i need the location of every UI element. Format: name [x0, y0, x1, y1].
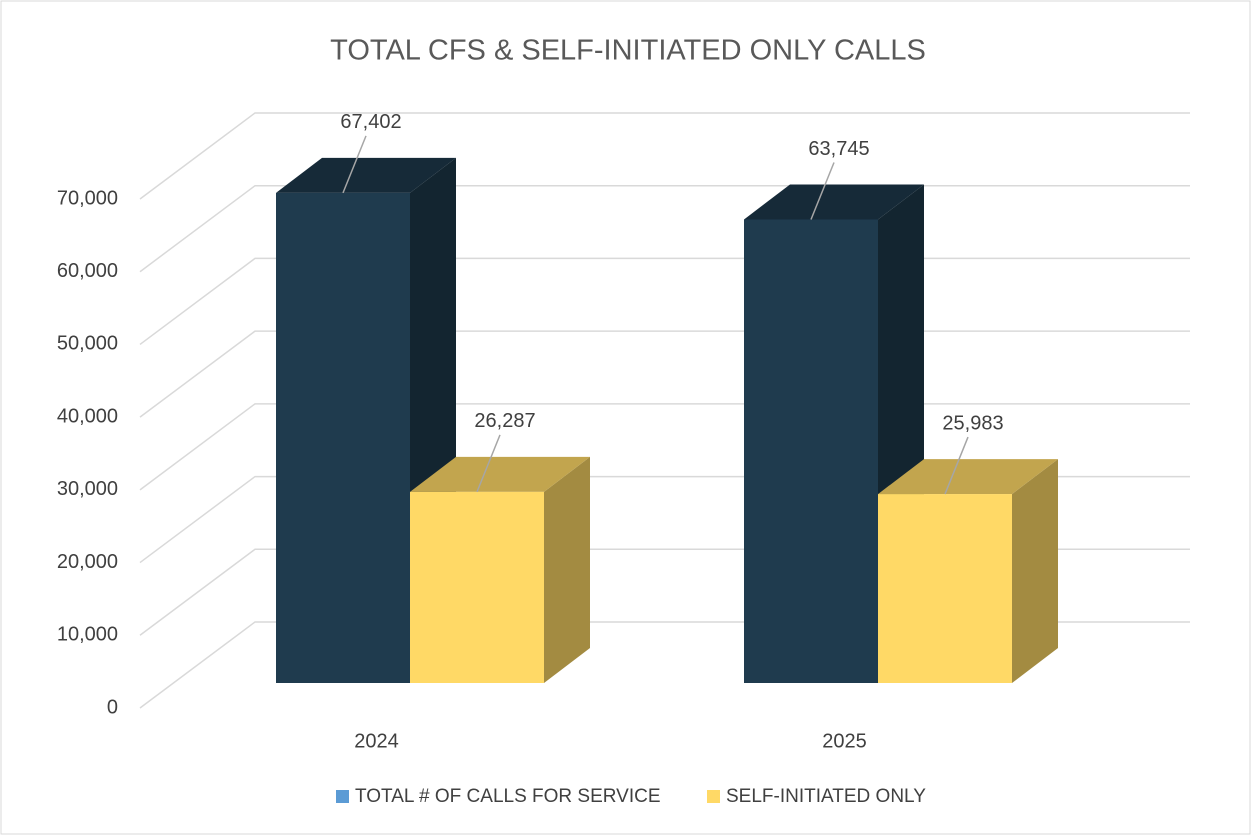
grid-line [139, 112, 1190, 200]
y-tick-label: 70,000 [57, 187, 118, 209]
y-tick-label: 10,000 [57, 624, 118, 646]
bar-side [544, 456, 590, 683]
bar-top [276, 157, 456, 193]
legend-swatch [336, 790, 349, 803]
y-tick-label: 0 [107, 696, 118, 718]
bar [276, 192, 410, 683]
data-label: 26,287 [474, 410, 535, 432]
legend-label: TOTAL # OF CALLS FOR SERVICE [355, 786, 661, 807]
y-tick-label: 30,000 [57, 478, 118, 500]
bar [878, 494, 1012, 683]
y-tick-label: 50,000 [57, 333, 118, 355]
data-label: 25,983 [942, 412, 1003, 434]
x-tick-label: 2024 [354, 730, 399, 752]
legend-label: SELF-INITIATED ONLY [726, 786, 926, 807]
leader-line [810, 162, 835, 220]
bar-side [1012, 459, 1058, 683]
bar-top [744, 184, 924, 220]
leader-line [342, 135, 367, 194]
y-tick-label: 40,000 [57, 405, 118, 427]
bar [410, 491, 544, 683]
leader-line [944, 436, 969, 495]
data-label: 63,745 [808, 138, 869, 160]
leader-line [476, 434, 501, 493]
y-tick-label: 60,000 [57, 260, 118, 282]
bar-top [878, 459, 1058, 495]
x-tick-label: 2025 [822, 730, 867, 752]
y-tick-label: 20,000 [57, 551, 118, 573]
legend-swatch [707, 790, 720, 803]
bar-top [410, 456, 590, 492]
bar [744, 219, 878, 683]
data-label: 67,402 [340, 111, 401, 133]
chart-title: TOTAL CFS & SELF-INITIATED ONLY CALLS [330, 35, 926, 67]
